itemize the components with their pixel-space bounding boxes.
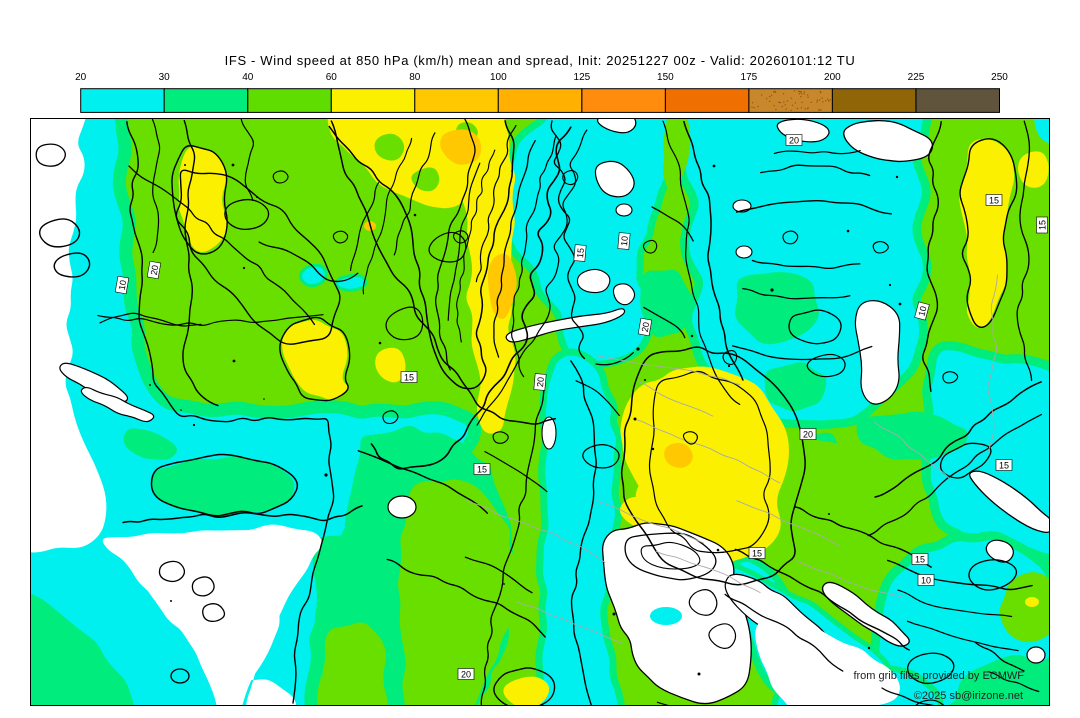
svg-text:15: 15 — [989, 196, 999, 206]
svg-text:20: 20 — [640, 321, 652, 333]
svg-text:15: 15 — [752, 549, 762, 559]
svg-text:15: 15 — [999, 461, 1009, 471]
svg-text:10: 10 — [916, 305, 928, 317]
svg-text:15: 15 — [477, 465, 487, 475]
svg-text:10: 10 — [921, 576, 931, 586]
svg-text:20: 20 — [789, 136, 799, 146]
svg-text:15: 15 — [1038, 220, 1048, 230]
svg-text:15: 15 — [575, 248, 586, 259]
svg-text:15: 15 — [404, 373, 414, 383]
svg-text:10: 10 — [619, 236, 630, 247]
svg-text:20: 20 — [149, 264, 161, 276]
svg-text:20: 20 — [803, 430, 813, 440]
svg-text:20: 20 — [535, 377, 546, 388]
svg-text:20: 20 — [461, 670, 471, 680]
svg-text:15: 15 — [915, 555, 925, 565]
svg-text:10: 10 — [117, 279, 129, 291]
